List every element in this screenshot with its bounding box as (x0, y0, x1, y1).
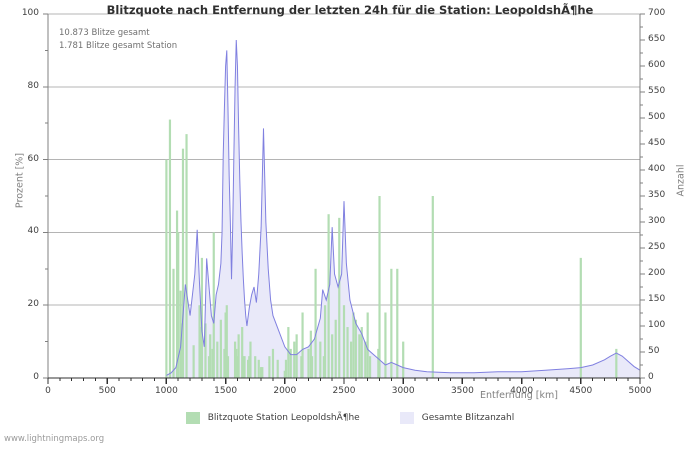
x-tick-500: 500 (98, 386, 116, 396)
x-tick-5000: 5000 (628, 386, 652, 396)
y-tick-right-0: 0 (648, 372, 654, 382)
y-tick-right-700: 700 (648, 8, 666, 18)
chart-legend: Blitzquote Station LeopoldshÃ¶he Gesamte… (0, 412, 700, 424)
y-tick-right-150: 150 (648, 294, 666, 304)
legend-swatch-area (399, 412, 414, 424)
y-tick-right-450: 450 (648, 138, 666, 148)
x-tick-3000: 3000 (391, 386, 415, 396)
legend-label-area: Gesamte Blitzanzahl (421, 413, 515, 423)
footer-source: www.lightningmaps.org (4, 434, 105, 444)
x-tick-2000: 2000 (273, 386, 297, 396)
y-tick-right-300: 300 (648, 216, 666, 226)
y-tick-left-80: 80 (27, 80, 39, 91)
y-tick-right-350: 350 (648, 190, 666, 200)
y-tick-right-50: 50 (648, 346, 660, 356)
page-title: Blitzquote nach Entfernung der letzten 2… (106, 3, 594, 17)
x-tick-2500: 2500 (332, 386, 356, 396)
legend-swatch-bar (185, 412, 200, 424)
x-tick-4000: 4000 (510, 386, 534, 396)
y-tick-right-600: 600 (648, 60, 666, 70)
y-axis-right-label: Anzahl (675, 164, 687, 197)
y-tick-left-100: 100 (21, 8, 39, 18)
legend-label-bar: Blitzquote Station LeopoldshÃ¶he (207, 413, 360, 423)
y-tick-right-550: 550 (648, 86, 666, 96)
y-tick-right-100: 100 (648, 320, 666, 330)
y-tick-left-40: 40 (27, 226, 39, 237)
y-tick-right-400: 400 (648, 164, 666, 174)
y-tick-left-20: 20 (27, 299, 39, 310)
x-tick-1000: 1000 (154, 386, 178, 396)
x-tick-3500: 3500 (450, 386, 474, 396)
y-tick-right-200: 200 (648, 268, 666, 278)
annotation-total-strokes: 10.873 Blitze gesamt (59, 28, 150, 38)
x-tick-0: 0 (45, 386, 51, 396)
x-axis-label: Entfernung [km] (480, 390, 558, 401)
y-tick-left-0: 0 (33, 372, 39, 382)
y-tick-right-650: 650 (648, 34, 666, 44)
y-tick-left-60: 60 (27, 153, 39, 164)
x-tick-1500: 1500 (214, 386, 238, 396)
legend-item-station-rate: Blitzquote Station LeopoldshÃ¶he (185, 412, 360, 424)
y-tick-right-250: 250 (648, 242, 666, 252)
legend-item-total-count: Gesamte Blitzanzahl (399, 412, 515, 424)
annotation-station-strokes: 1.781 Blitze gesamt Station (59, 41, 178, 51)
x-tick-4500: 4500 (569, 386, 593, 396)
y-tick-right-500: 500 (648, 112, 666, 122)
y-axis-left-label: Prozent [%] (14, 152, 26, 209)
